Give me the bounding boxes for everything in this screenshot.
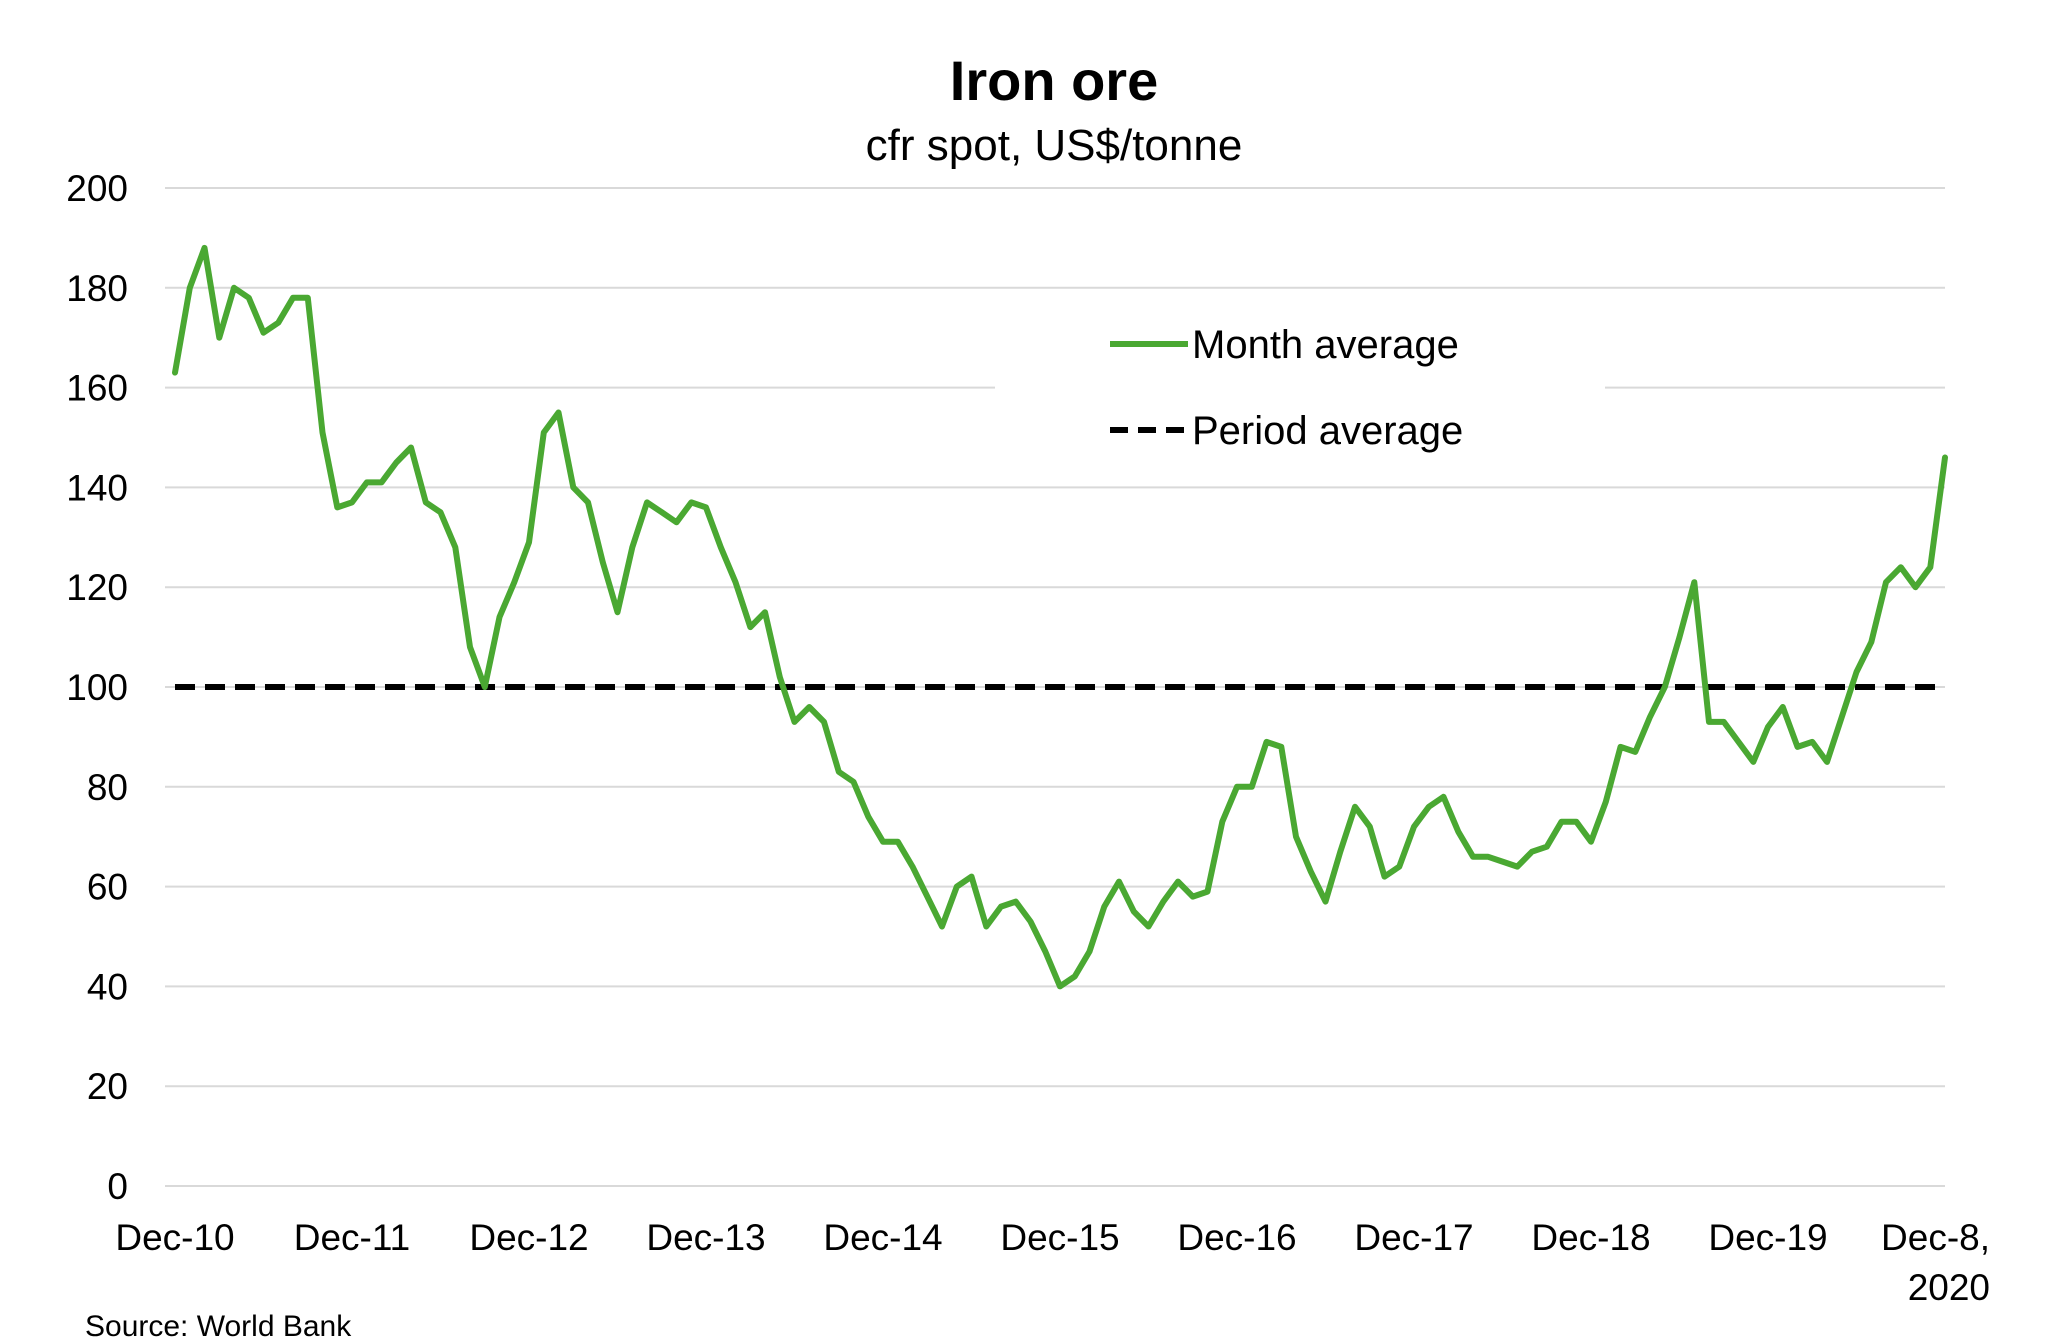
x-tick-label: Dec-13 (646, 1217, 765, 1258)
y-tick-label: 120 (66, 567, 128, 608)
x-tick-label: Dec-17 (1354, 1217, 1473, 1258)
legend-label-month-average: Month average (1192, 323, 1459, 367)
y-tick-label: 20 (87, 1066, 128, 1107)
y-tick-label: 0 (107, 1166, 128, 1207)
y-tick-label: 80 (87, 767, 128, 808)
y-tick-label: 180 (66, 268, 128, 309)
x-axis-tick-labels: Dec-10 Dec-11 Dec-12 Dec-13 Dec-14 Dec-15 Dec-… (115, 1217, 1990, 1308)
x-tick-label-last: 2020 (1908, 1267, 1990, 1308)
y-tick-label: 100 (66, 667, 128, 708)
legend: Month average Period average (995, 295, 1605, 465)
x-tick-label: Dec-14 (823, 1217, 942, 1258)
y-tick-label: 160 (66, 368, 128, 409)
x-tick-label: Dec-15 (1000, 1217, 1119, 1258)
y-tick-label: 140 (66, 467, 128, 508)
y-tick-label: 60 (87, 867, 128, 908)
x-tick-label: Dec-18 (1531, 1217, 1650, 1258)
y-axis-tick-labels: 0 20 40 60 80 100 120 140 160 180 200 (66, 168, 128, 1207)
y-tick-label: 40 (87, 966, 128, 1007)
x-tick-label: Dec-19 (1708, 1217, 1827, 1258)
x-tick-label: Dec-11 (294, 1217, 411, 1258)
y-tick-label: 200 (66, 168, 128, 209)
x-tick-label-last: Dec-8, (1881, 1217, 1990, 1258)
chart-subtitle: cfr spot, US$/tonne (866, 121, 1243, 170)
x-tick-label: Dec-10 (115, 1217, 234, 1258)
x-tick-label: Dec-16 (1177, 1217, 1296, 1258)
legend-background (995, 295, 1605, 465)
source-note: Source: World Bank (85, 1310, 352, 1341)
month-average-line (172, 244, 1948, 990)
legend-label-period-average: Period average (1192, 409, 1463, 453)
chart-title: Iron ore (950, 49, 1158, 112)
x-tick-label: Dec-12 (469, 1217, 588, 1258)
